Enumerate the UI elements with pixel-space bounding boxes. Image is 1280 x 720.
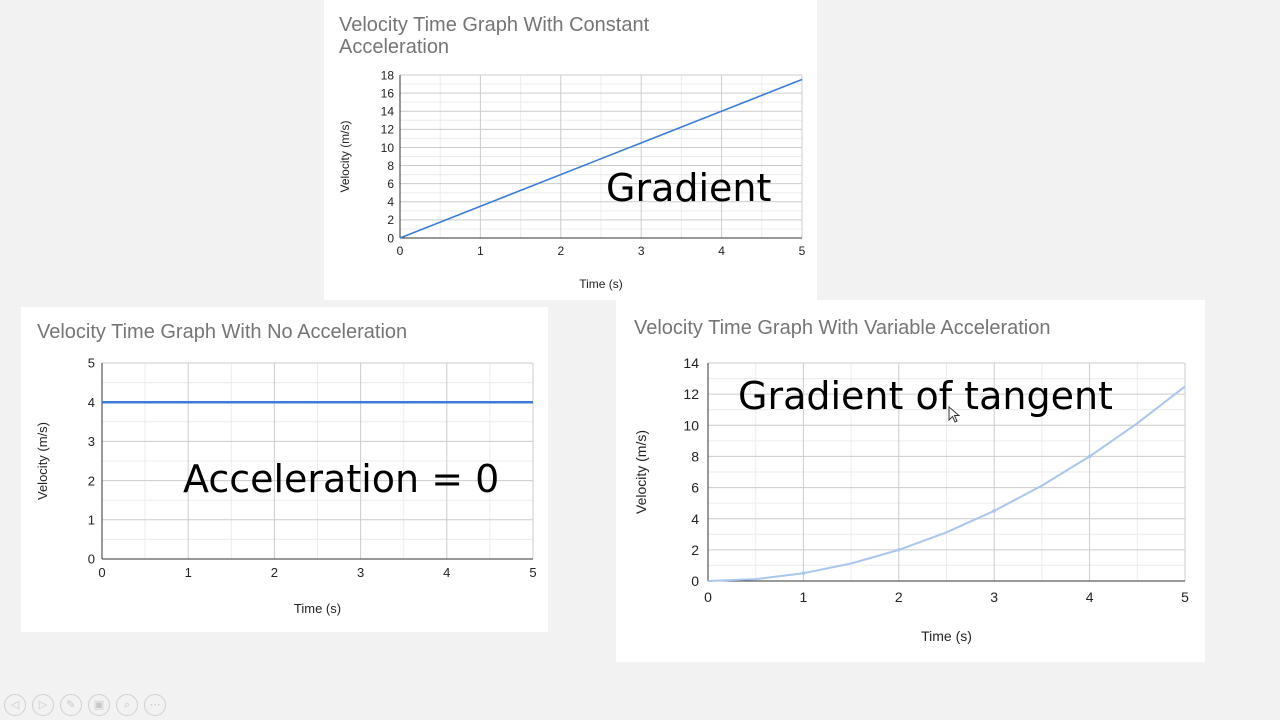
- data-point: [801, 571, 806, 576]
- mouse-cursor-icon: [948, 406, 960, 423]
- chart-title-constant: Velocity Time Graph With Constant Accele…: [339, 14, 650, 58]
- y-axis-label: Velocity (m/s): [633, 430, 649, 514]
- y-tick-label: 0: [387, 231, 394, 245]
- y-tick-label: 1: [88, 512, 95, 527]
- annotation-acceleration-zero: Acceleration = 0: [183, 457, 500, 501]
- x-axis-label: Time (s): [921, 628, 972, 644]
- chart-panel-variable-acceleration: Velocity Time Graph With Variable Accele…: [616, 300, 1205, 662]
- x-tick-label: 3: [638, 244, 645, 258]
- y-tick-label: 3: [88, 434, 95, 449]
- y-tick-label: 8: [387, 159, 394, 173]
- y-tick-label: 2: [691, 542, 699, 558]
- y-axis-label: Velocity (m/s): [338, 120, 352, 192]
- x-tick-label: 2: [271, 565, 278, 580]
- y-tick-label: 4: [88, 395, 95, 410]
- chart-panel-constant-acceleration: Velocity Time Graph With Constant Accele…: [324, 0, 817, 300]
- y-tick-label: 4: [691, 511, 699, 527]
- slides-icon[interactable]: ▣: [88, 694, 110, 716]
- x-tick-label: 3: [990, 589, 998, 605]
- annotation-gradient-of-tangent: Gradient of tangent: [738, 374, 1113, 418]
- chart-plot-none: 0 1 2 3 4 5 0 1 2 3 4 5 Time (s) Velocity (m/s): [35, 356, 537, 616]
- forward-icon[interactable]: ▷: [32, 694, 54, 716]
- x-tick-label: 1: [800, 589, 808, 605]
- y-axis-label: Velocity (m/s): [35, 422, 50, 500]
- chart-title-variable: Velocity Time Graph With Variable Accele…: [634, 317, 1051, 339]
- x-tick-label: 4: [1086, 589, 1094, 605]
- y-tick-label: 14: [381, 105, 395, 119]
- y-tick-label: 2: [387, 213, 394, 227]
- x-tick-label: 3: [357, 565, 364, 580]
- x-tick-label: 5: [529, 565, 536, 580]
- x-tick-label: 0: [397, 244, 404, 258]
- x-tick-label: 5: [799, 244, 806, 258]
- y-tick-label: 6: [691, 480, 699, 496]
- pen-icon[interactable]: ✎: [60, 694, 82, 716]
- y-tick-label: 2: [88, 473, 95, 488]
- data-point: [897, 548, 901, 552]
- x-axis-label: Time (s): [294, 601, 341, 616]
- y-tick-label: 12: [381, 123, 395, 137]
- slideshow-toolbar: ◁ ▷ ✎ ▣ ⌕ ⋯: [4, 694, 166, 716]
- x-tick-label: 5: [1181, 589, 1189, 605]
- y-tick-label: 16: [381, 86, 395, 100]
- x-tick-label: 0: [704, 589, 712, 605]
- y-tick-label: 0: [691, 573, 699, 589]
- y-tick-label: 10: [683, 417, 699, 433]
- y-tick-label: 8: [691, 448, 699, 464]
- y-tick-label: 12: [683, 386, 699, 402]
- back-icon[interactable]: ◁: [4, 694, 26, 716]
- zoom-icon[interactable]: ⌕: [116, 694, 138, 716]
- x-tick-label: 4: [443, 565, 450, 580]
- x-tick-label: 0: [98, 565, 105, 580]
- data-point: [1087, 454, 1092, 459]
- x-tick-label: 4: [718, 244, 725, 258]
- more-icon[interactable]: ⋯: [144, 694, 166, 716]
- x-tick-label: 1: [477, 244, 484, 258]
- y-tick-label: 0: [88, 552, 95, 567]
- y-tick-label: 18: [381, 68, 395, 82]
- chart-panel-no-acceleration: Velocity Time Graph With No Acceleration…: [21, 307, 548, 632]
- y-tick-label: 5: [88, 356, 95, 371]
- series-line: [399, 78, 803, 239]
- annotation-gradient: Gradient: [606, 166, 772, 210]
- y-tick-label: 4: [387, 195, 394, 209]
- y-tick-label: 14: [683, 355, 699, 371]
- data-point: [992, 509, 996, 513]
- chart-title-none: Velocity Time Graph With No Acceleration: [37, 321, 408, 343]
- y-tick-label: 10: [381, 141, 395, 155]
- x-axis-label: Time (s): [579, 277, 623, 291]
- x-tick-label: 2: [557, 244, 564, 258]
- x-tick-label: 2: [895, 589, 903, 605]
- series-line: [707, 385, 1186, 582]
- x-tick-label: 1: [185, 565, 192, 580]
- y-tick-label: 6: [387, 177, 394, 191]
